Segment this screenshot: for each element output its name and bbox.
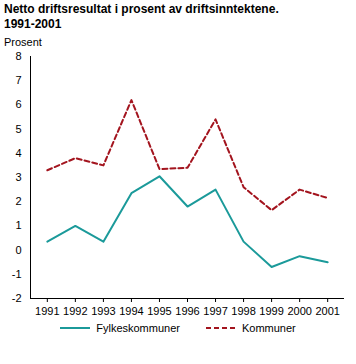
svg-text:1992: 1992 — [63, 305, 87, 317]
html-text:Kommuner: Kommuner — [242, 322, 296, 334]
svg-text:6: 6 — [15, 98, 21, 110]
svg-text:3: 3 — [15, 171, 21, 183]
svg-text:5: 5 — [15, 123, 21, 135]
svg-text:1999: 1999 — [259, 305, 283, 317]
html-text:Prosent: Prosent — [4, 36, 42, 48]
svg-text:1998: 1998 — [231, 305, 255, 317]
svg-text:1993: 1993 — [91, 305, 115, 317]
svg-text:4: 4 — [15, 147, 21, 159]
svg-text:0: 0 — [15, 244, 21, 256]
svg-text:7: 7 — [15, 74, 21, 86]
svg-text:2: 2 — [15, 195, 21, 207]
svg-text:8: 8 — [15, 50, 21, 62]
svg-text:2000: 2000 — [287, 305, 311, 317]
svg-text:1: 1 — [15, 219, 21, 231]
html-text:1991-2001: 1991-2001 — [4, 17, 62, 31]
svg-text:2001: 2001 — [315, 305, 339, 317]
html-text:Netto driftsresultat i prosent: Netto driftsresultat i prosent av drifts… — [4, 2, 279, 16]
svg-text:1995: 1995 — [147, 305, 171, 317]
svg-text:-1: -1 — [12, 268, 22, 280]
svg-text:1994: 1994 — [119, 305, 143, 317]
html-text:Fylkeskommuner: Fylkeskommuner — [96, 322, 180, 334]
svg-text:1997: 1997 — [203, 305, 227, 317]
svg-text:1996: 1996 — [175, 305, 199, 317]
svg-text:-2: -2 — [12, 292, 22, 304]
svg-text:1991: 1991 — [35, 305, 59, 317]
